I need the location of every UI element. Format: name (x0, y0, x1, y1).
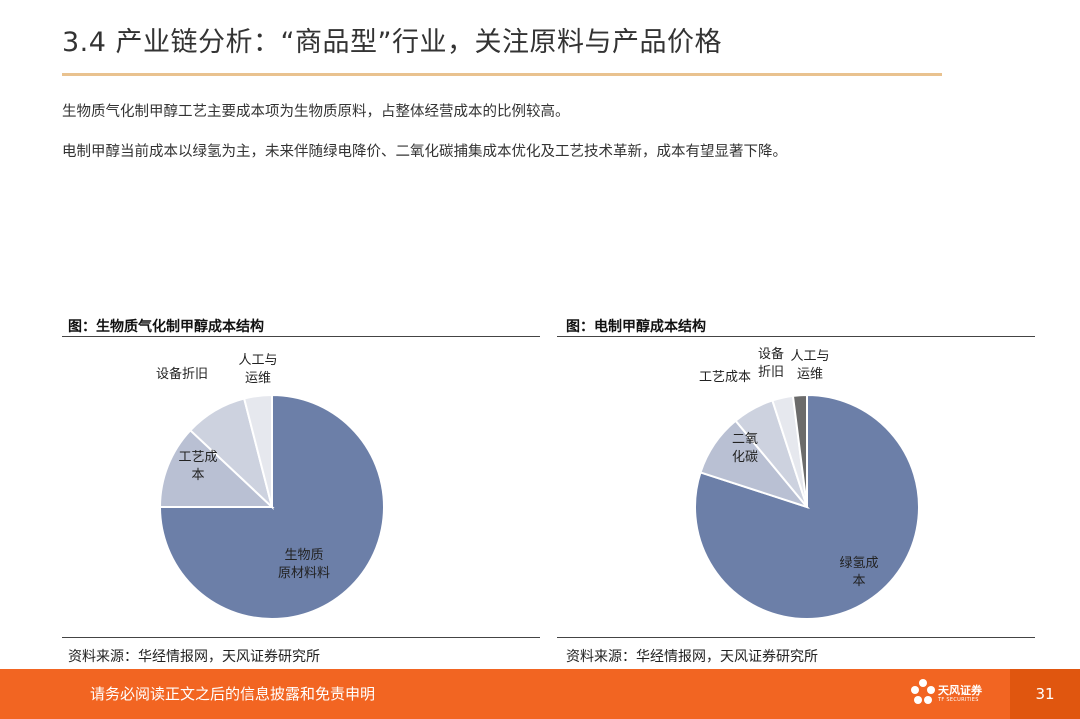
figure-rule-biomass (62, 336, 540, 337)
pie-label-labor-line2: 运维 (245, 371, 271, 386)
source-rule-biomass (62, 637, 540, 638)
biomass-slice-3 (242, 393, 273, 508)
pie-label-labor-electric-line1: 人工与 (790, 349, 829, 364)
footer-disclaimer: 请务必阅读正文之后的信息披露和免责申明 (90, 685, 376, 703)
pie-chart-electric: 绿氢成 本 二氧 化碳 工艺成本 设备 折旧 人工与 运维 (694, 346, 920, 620)
pie-label-depreciation-line1: 设备 (758, 346, 784, 362)
flower-logo-icon (911, 679, 935, 704)
logo-subtitle: TF SECURITIES (938, 697, 979, 703)
pie-label-co2-line2: 化碳 (732, 450, 758, 465)
paragraph-biomass: 生物质气化制甲醇工艺主要成本项为生物质原料，占整体经营成本的比例较高。 (62, 104, 570, 120)
figure-title-biomass: 图：生物质气化制甲醇成本结构 (68, 319, 264, 335)
pie-label-co2-line1: 二氧 (732, 432, 758, 447)
pie-label-main-line1: 生物质 (284, 548, 323, 563)
page-number: 31 (1010, 669, 1080, 719)
pie-label-labor-electric-line2: 运维 (797, 367, 823, 382)
source-note-electric: 资料来源：华经情报网，天风证券研究所 (566, 649, 818, 665)
source-rule-electric (557, 637, 1035, 638)
biomass-slice-1 (158, 428, 275, 508)
pie-label-process-electric: 工艺成本 (699, 370, 751, 385)
figure-title-electric: 图：电制甲醇成本结构 (566, 319, 706, 335)
pie-label-depreciation: 设备折旧 (156, 366, 208, 382)
pie-label-green-h2-line2: 本 (852, 574, 865, 589)
pie-chart-biomass: 生物质 原材料料 工艺成 本 设备折旧 人工与 运维 (156, 353, 385, 620)
pie-label-labor-line1: 人工与 (238, 353, 277, 368)
pie-label-green-h2-line1: 绿氢成 (839, 556, 878, 571)
pie-label-process-line1: 工艺成 (178, 450, 217, 465)
company-logo: 天风证券 TF SECURITIES (910, 678, 990, 710)
pie-label-process-line2: 本 (191, 468, 204, 483)
figure-rule-electric (557, 336, 1035, 337)
pie-label-main-line2: 原材料料 (278, 566, 330, 581)
footer-bar: 请务必阅读正文之后的信息披露和免责申明 天风证券 TF SECURITIES 3… (0, 669, 1080, 719)
source-note-biomass: 资料来源：华经情报网，天风证券研究所 (68, 649, 320, 665)
logo-name: 天风证券 (938, 684, 982, 697)
title-divider (62, 73, 942, 76)
electric-slice-4 (791, 393, 808, 508)
slide-title: 3.4 产业链分析：“商品型”行业，关注原料与产品价格 (62, 27, 722, 58)
pie-label-depreciation-line2: 折旧 (758, 365, 784, 380)
paragraph-electric: 电制甲醇当前成本以绿氢为主，未来伴随绿电降价、二氧化碳捕集成本优化及工艺技术革新… (62, 144, 787, 160)
